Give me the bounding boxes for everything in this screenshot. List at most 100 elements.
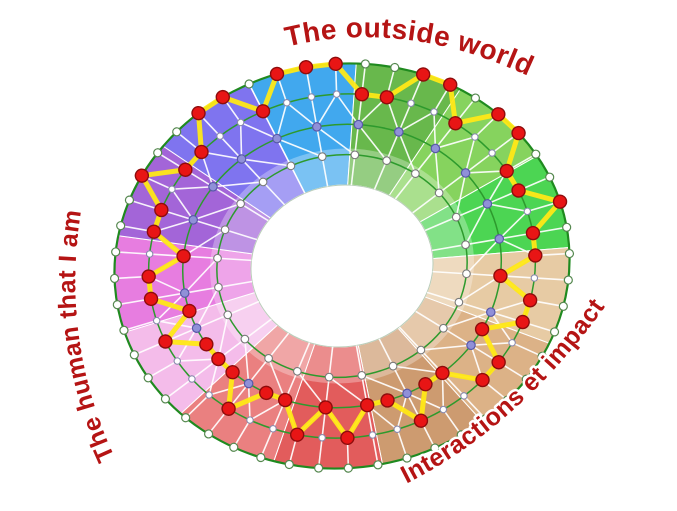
inner-node[interactable]	[264, 354, 273, 363]
red-marker-node[interactable]	[491, 355, 506, 370]
red-marker-node[interactable]	[415, 67, 431, 82]
outer-node[interactable]	[373, 460, 383, 470]
outer-node[interactable]	[172, 127, 182, 137]
mid-node[interactable]	[236, 154, 247, 164]
ring2-node[interactable]	[188, 375, 196, 383]
red-marker-node[interactable]	[134, 168, 150, 183]
red-marker-node[interactable]	[191, 105, 206, 121]
mid-node[interactable]	[460, 168, 471, 178]
ring2-node[interactable]	[152, 316, 161, 325]
inner-node[interactable]	[213, 253, 222, 263]
ring2-node[interactable]	[269, 425, 277, 433]
inner-node[interactable]	[388, 361, 398, 371]
red-marker-node[interactable]	[499, 163, 514, 179]
red-marker-node[interactable]	[511, 125, 526, 141]
outer-node[interactable]	[284, 459, 294, 470]
outer-node[interactable]	[549, 327, 560, 337]
mid-node[interactable]	[485, 307, 496, 317]
outer-node[interactable]	[343, 463, 353, 473]
ring2-node[interactable]	[318, 433, 326, 442]
mid-node[interactable]	[482, 199, 493, 209]
red-marker-node[interactable]	[259, 385, 274, 401]
outer-node[interactable]	[402, 453, 412, 463]
outer-node[interactable]	[109, 273, 120, 284]
red-marker-node[interactable]	[141, 269, 156, 284]
ring2-node[interactable]	[307, 93, 316, 101]
outer-node[interactable]	[153, 148, 163, 158]
ring2-node[interactable]	[168, 185, 176, 193]
red-marker-node[interactable]	[225, 365, 240, 380]
red-marker-node[interactable]	[493, 268, 508, 284]
red-marker-node[interactable]	[475, 372, 490, 388]
mid-node[interactable]	[208, 181, 218, 192]
outer-node[interactable]	[531, 149, 541, 159]
ring2-node[interactable]	[173, 357, 182, 365]
mid-node[interactable]	[312, 122, 322, 132]
outer-node[interactable]	[430, 443, 440, 453]
red-marker-node[interactable]	[511, 183, 526, 198]
mid-node[interactable]	[243, 378, 254, 389]
inner-node[interactable]	[214, 282, 223, 292]
outer-node[interactable]	[360, 59, 370, 69]
inner-node[interactable]	[293, 366, 302, 376]
red-marker-node[interactable]	[525, 225, 541, 241]
outer-node[interactable]	[181, 413, 191, 423]
red-marker-node[interactable]	[491, 107, 506, 122]
red-marker-node[interactable]	[552, 194, 568, 209]
mid-node[interactable]	[179, 288, 190, 298]
inner-node[interactable]	[236, 199, 245, 209]
red-marker-node[interactable]	[154, 202, 169, 218]
red-marker-node[interactable]	[178, 162, 193, 177]
outer-node[interactable]	[112, 300, 122, 310]
red-marker-node[interactable]	[211, 351, 226, 367]
red-marker-node[interactable]	[522, 293, 538, 308]
ring2-node[interactable]	[471, 133, 479, 141]
outer-node[interactable]	[244, 79, 254, 89]
red-marker-node[interactable]	[269, 66, 285, 82]
red-marker-node[interactable]	[354, 87, 370, 102]
ring2-node[interactable]	[393, 425, 401, 433]
red-marker-node[interactable]	[528, 248, 543, 263]
outer-node[interactable]	[562, 222, 572, 232]
ring2-node[interactable]	[145, 250, 154, 258]
inner-node[interactable]	[286, 161, 296, 171]
inner-node[interactable]	[382, 156, 391, 166]
red-marker-node[interactable]	[443, 77, 458, 92]
outer-node[interactable]	[314, 463, 324, 473]
outer-node[interactable]	[480, 414, 491, 424]
red-marker-node[interactable]	[277, 392, 293, 408]
inner-node[interactable]	[454, 297, 464, 307]
outer-node[interactable]	[129, 350, 139, 360]
ring2-node[interactable]	[530, 274, 539, 282]
inner-node[interactable]	[240, 334, 250, 344]
outer-node[interactable]	[521, 374, 531, 384]
inner-node[interactable]	[461, 240, 470, 250]
outer-node[interactable]	[143, 373, 153, 383]
ring2-node[interactable]	[488, 149, 496, 157]
mid-node[interactable]	[191, 323, 202, 333]
mid-node[interactable]	[494, 234, 505, 244]
mid-node[interactable]	[466, 340, 476, 351]
red-marker-node[interactable]	[379, 90, 395, 105]
outer-node[interactable]	[256, 452, 266, 463]
red-marker-node[interactable]	[435, 365, 450, 381]
red-marker-node[interactable]	[194, 144, 209, 160]
red-marker-node[interactable]	[418, 377, 433, 392]
outer-node[interactable]	[229, 442, 239, 452]
ring2-node[interactable]	[407, 99, 415, 107]
mid-node[interactable]	[272, 133, 282, 144]
mid-node[interactable]	[188, 215, 199, 225]
ring2-node[interactable]	[236, 118, 245, 127]
outer-node[interactable]	[564, 248, 575, 259]
red-marker-node[interactable]	[380, 393, 395, 408]
mid-node[interactable]	[353, 119, 364, 130]
ring2-node[interactable]	[246, 416, 254, 424]
red-marker-node[interactable]	[215, 89, 230, 105]
mid-node[interactable]	[430, 143, 441, 154]
outer-node[interactable]	[470, 93, 481, 103]
mid-node[interactable]	[394, 127, 404, 137]
red-marker-node[interactable]	[221, 401, 236, 416]
ring2-node[interactable]	[460, 392, 468, 400]
outer-node[interactable]	[111, 247, 121, 257]
inner-node[interactable]	[462, 269, 471, 279]
